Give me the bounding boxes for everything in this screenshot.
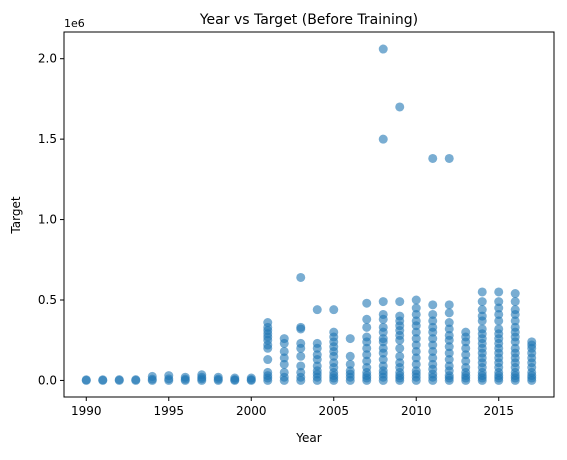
chart-title: Year vs Target (Before Training) [199, 12, 418, 28]
data-point [379, 297, 388, 306]
y-tick-label: 2.0 [38, 52, 57, 66]
data-point [478, 297, 487, 306]
data-point [395, 102, 404, 111]
data-point [379, 323, 388, 332]
data-point [296, 323, 305, 332]
data-point [164, 371, 173, 380]
data-point [329, 305, 338, 314]
data-point [329, 328, 338, 337]
data-point [494, 324, 503, 333]
data-point [148, 372, 157, 381]
x-tick-label: 2010 [401, 404, 432, 418]
data-point [461, 328, 470, 337]
data-point [379, 310, 388, 319]
data-point [313, 305, 322, 314]
data-point [478, 287, 487, 296]
data-point [313, 339, 322, 348]
data-point [263, 368, 272, 377]
data-point [230, 374, 239, 383]
data-point [428, 310, 437, 319]
x-tick-label: 2015 [483, 404, 514, 418]
data-point [511, 289, 520, 298]
data-point [362, 299, 371, 308]
y-axis-label: Target [9, 196, 23, 234]
data-point [412, 296, 421, 305]
x-tick-label: 2005 [318, 404, 349, 418]
data-point [247, 374, 256, 383]
x-tick-label: 1990 [71, 404, 102, 418]
data-point [362, 323, 371, 332]
data-point [346, 352, 355, 361]
data-point [280, 347, 289, 356]
data-point [82, 375, 91, 384]
x-tick-label: 2000 [236, 404, 267, 418]
data-point [428, 300, 437, 309]
y-offset-label: 1e6 [64, 17, 85, 30]
y-tick-label: 1.5 [38, 132, 57, 146]
y-tick-label: 0.5 [38, 293, 57, 307]
data-point [296, 361, 305, 370]
data-point [263, 318, 272, 327]
points-layer [82, 45, 536, 385]
data-point [98, 375, 107, 384]
data-point [280, 334, 289, 343]
data-point [395, 344, 404, 353]
data-point [511, 305, 520, 314]
data-point [445, 318, 454, 327]
data-point [527, 337, 536, 346]
data-point [511, 297, 520, 306]
data-point [445, 154, 454, 163]
data-point [395, 297, 404, 306]
data-point [197, 370, 206, 379]
data-point [478, 324, 487, 333]
data-point [296, 352, 305, 361]
data-point [263, 355, 272, 364]
data-point [346, 360, 355, 369]
data-point [494, 297, 503, 306]
data-point [214, 373, 223, 382]
data-point [379, 45, 388, 54]
data-point [181, 373, 190, 382]
data-point [395, 312, 404, 321]
data-point [412, 304, 421, 313]
data-point [445, 308, 454, 317]
data-point [445, 300, 454, 309]
data-point [478, 305, 487, 314]
x-axis-label: Year [295, 431, 321, 445]
data-point [280, 368, 289, 377]
data-point [494, 287, 503, 296]
y-tick-label: 0.0 [38, 373, 57, 387]
data-point [395, 352, 404, 361]
data-point [131, 375, 140, 384]
data-point [296, 273, 305, 282]
x-tick-label: 1995 [153, 404, 184, 418]
data-point [362, 333, 371, 342]
ticks-layer: 1990 1995 2000 2005 2010 2015 0.0 0.5 1.0 1.5 2.0 [38, 52, 514, 418]
data-point [346, 334, 355, 343]
y-tick-label: 1.0 [38, 213, 57, 227]
data-point [428, 154, 437, 163]
data-point [296, 339, 305, 348]
data-point [379, 135, 388, 144]
data-point [115, 375, 124, 384]
data-point [362, 315, 371, 324]
